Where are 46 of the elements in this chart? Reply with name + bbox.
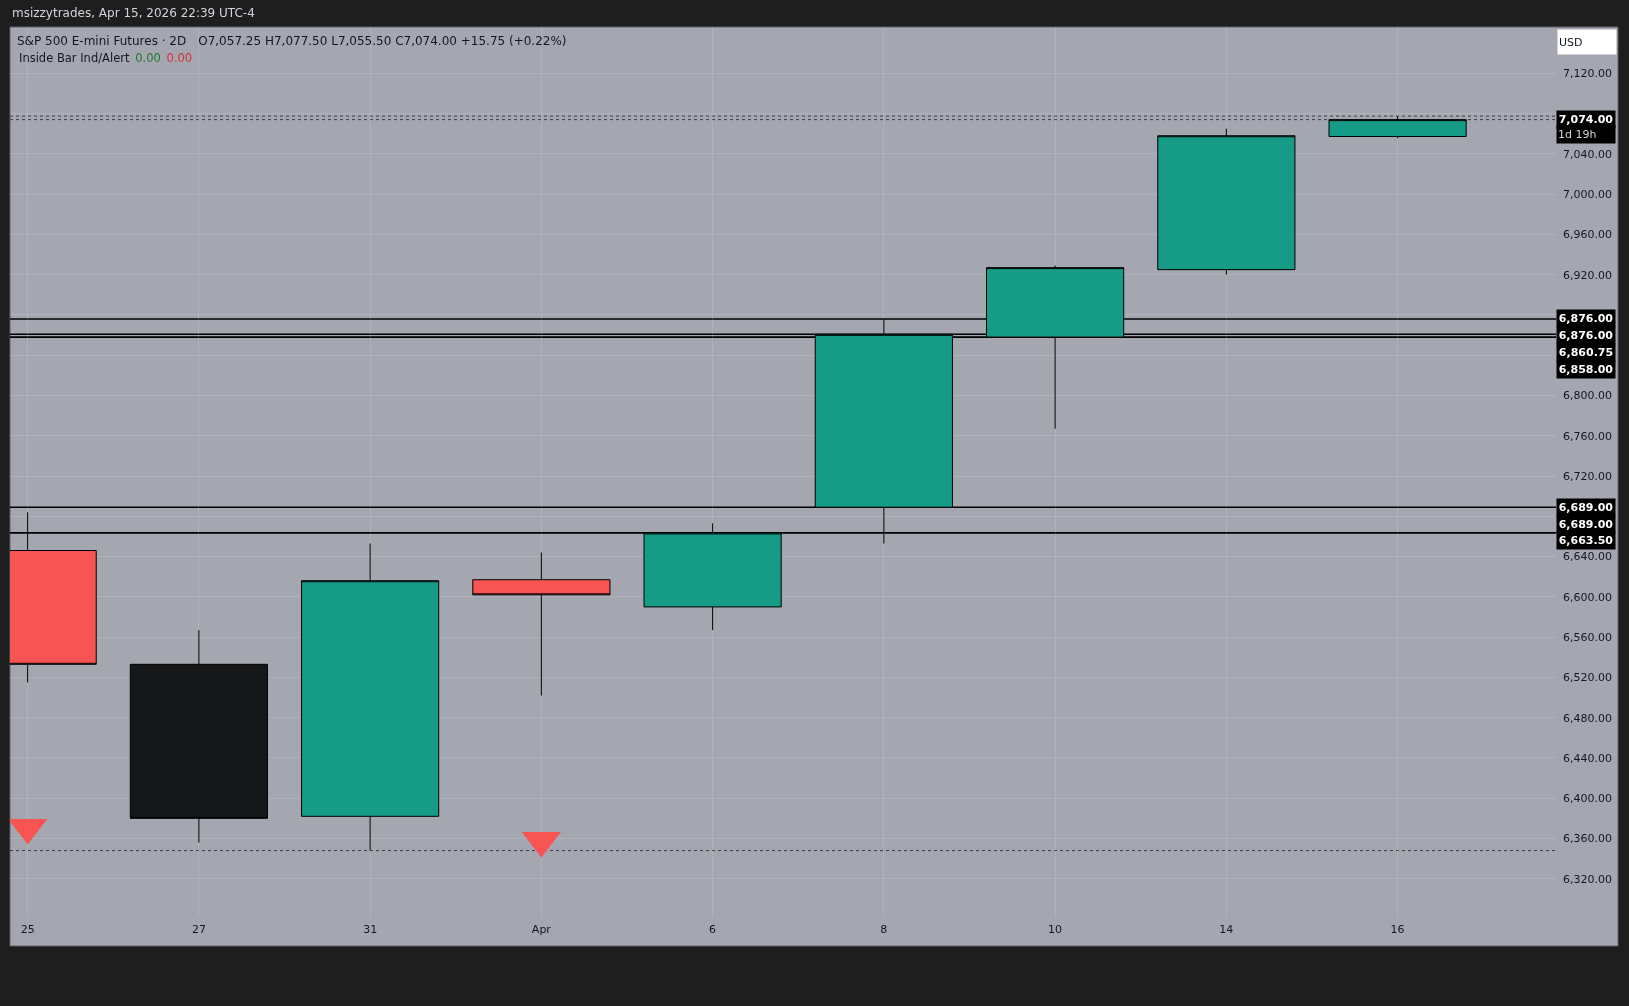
text: 6,689.00 [1558,518,1614,531]
y-tick-label: 6,480.00 [1563,711,1612,725]
y-tick-label: 6,360.00 [1563,832,1612,846]
annotation: Inside Bar Ind/Alert [19,51,130,65]
text: msizzytrades, Apr 15, 2026 22:39 UTC-4 [12,6,255,20]
x-tick-label: 14 [1219,923,1234,936]
x-tick-label: 31 [363,923,378,936]
ref-line-label: 6,663.50 [1558,534,1614,547]
y-tick-label: 6,760.00 [1563,429,1612,443]
ref-line-label: 6,689.00 [1558,501,1614,514]
x-tick-label: 10 [1048,923,1063,936]
x-tick-label: 16 [1390,923,1405,936]
y-tick-label: 6,720.00 [1563,469,1612,483]
annotation: 0.00 [135,51,161,65]
candlestick [1157,128,1296,276]
x-tick-label: 6 [709,923,717,936]
y-tick-label: 6,320.00 [1563,872,1612,886]
x-tick-label: 25 [20,923,35,936]
y-tick-label: 6,400.00 [1563,792,1612,806]
y-tick-label: 6,640.00 [1563,550,1612,564]
text: USD [1559,35,1583,49]
y-tick-label: 7,040.00 [1563,147,1612,161]
text: 1d 19h [1558,128,1597,141]
text: 6,876.00 [1558,329,1614,342]
y-tick-label: 6,960.00 [1563,228,1612,242]
ref-line-label: 6,876.00 [1558,312,1614,325]
y-tick-label: 7,120.00 [1563,67,1612,81]
ref-line-label: 6,860.75 [1558,346,1614,359]
candlestick [472,552,611,697]
candlestick [129,629,268,843]
y-tick-label: 6,440.00 [1563,751,1612,765]
y-tick-label: 7,000.00 [1563,187,1612,201]
x-tick-label: 8 [880,923,888,936]
chart-title: S&P 500 E-mini Futures · 2D O7,057.25 H7,077.50 L7,055.50 C7,074.00 +15.75 (+0.22%) [17,34,567,49]
y-tick-label: 6,560.00 [1563,630,1612,644]
y-tick-label: 6,600.00 [1563,590,1612,604]
y-tick-label: 6,520.00 [1563,671,1612,685]
x-tick-label: Apr [531,923,552,936]
candlestick [1328,115,1467,139]
annotation: 0.00 [166,51,193,65]
ref-line-label: 6,858.00 [1558,363,1614,376]
y-tick-label: 6,920.00 [1563,268,1612,282]
y-tick-label: 6,800.00 [1563,389,1612,403]
candlestick [301,542,440,852]
x-tick-label: 27 [191,923,206,936]
ref-line-label: 7,074.00 [1558,113,1614,126]
